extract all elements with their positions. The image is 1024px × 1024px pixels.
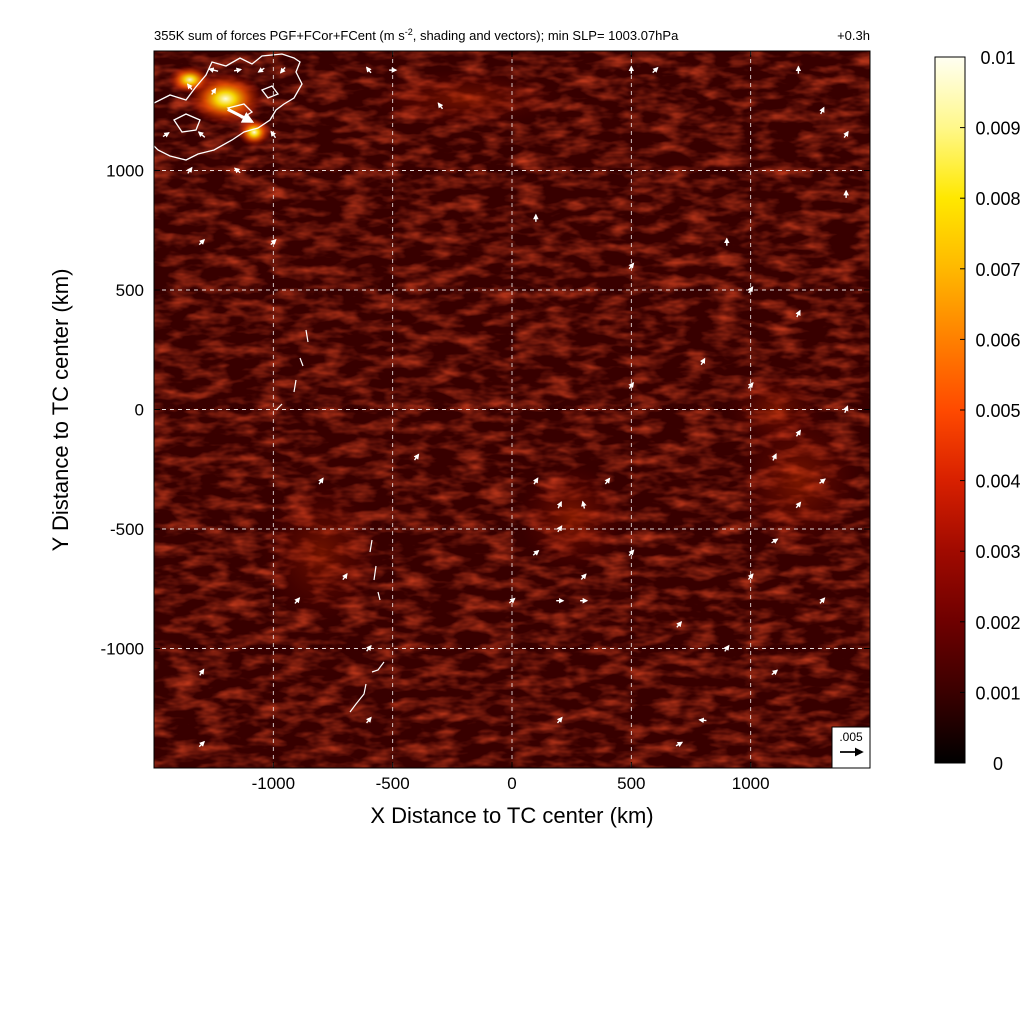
force-vector	[747, 286, 754, 294]
force-vector	[532, 477, 539, 485]
force-vector	[628, 381, 635, 389]
force-vector	[227, 108, 255, 124]
force-vector	[675, 741, 684, 748]
colorbar-tick-label: 0	[993, 754, 1003, 774]
x-tick-label: 0	[507, 774, 516, 793]
force-vector	[628, 262, 635, 270]
colorbar-tick-label: 0.01	[980, 48, 1015, 68]
force-vector	[270, 238, 277, 246]
force-vector	[700, 357, 706, 366]
force-vector	[233, 167, 241, 174]
force-vector	[233, 67, 243, 74]
y-axis-label: Y Distance to TC center (km)	[48, 269, 73, 552]
force-vector	[318, 477, 324, 485]
force-vector	[162, 132, 170, 138]
force-vector	[437, 102, 444, 110]
force-vector	[795, 309, 801, 318]
force-vector	[342, 573, 348, 581]
colorbar: 0 0.001 0.002 0.003 0.004 0.005 0.006 0.007 0.00…	[934, 48, 1021, 774]
force-vector	[366, 716, 372, 724]
force-vector	[186, 166, 193, 174]
x-tick-label: 1000	[732, 774, 770, 793]
plot-area	[154, 51, 870, 768]
force-vector	[556, 716, 563, 724]
y-tick-label: 500	[116, 281, 144, 300]
force-vector	[843, 130, 849, 138]
force-vector	[294, 597, 301, 604]
force-vector	[771, 538, 779, 544]
shading-hotspot	[368, 70, 560, 128]
force-vector	[556, 500, 562, 509]
force-vector	[819, 597, 826, 604]
colorbar-tick-label: 0.005	[975, 401, 1020, 421]
colorbar-tick-label: 0.009	[975, 119, 1020, 139]
force-vector	[197, 131, 206, 138]
force-vector	[198, 668, 205, 676]
force-vector	[698, 717, 707, 724]
force-vector	[198, 238, 206, 246]
x-tick-label: 500	[617, 774, 645, 793]
force-vector	[795, 501, 802, 509]
y-tick-label: 0	[135, 401, 144, 420]
reference-vector-legend: .005	[831, 726, 871, 769]
y-tick-label: -500	[110, 520, 144, 539]
force-vector	[843, 405, 849, 413]
x-axis-label: X Distance to TC center (km)	[370, 803, 653, 828]
x-tick-label: -500	[376, 774, 410, 793]
colorbar-tick-label: 0.002	[975, 613, 1020, 633]
force-vector	[279, 66, 286, 74]
force-vector	[208, 67, 219, 73]
force-vector	[676, 621, 683, 628]
shading-hotspot	[168, 65, 212, 94]
force-vector	[365, 66, 372, 74]
force-vector	[413, 453, 420, 461]
force-vector	[819, 478, 826, 485]
force-vector	[628, 549, 635, 557]
force-vector	[819, 106, 825, 115]
chart-title: 355K sum of forces PGF+FCor+FCent (m s-2…	[154, 27, 679, 43]
force-vector	[198, 740, 206, 748]
force-vector	[186, 83, 193, 91]
y-tick-label: 1000	[106, 162, 144, 181]
x-tick-label: -1000	[252, 774, 295, 793]
y-tick-label: -1000	[101, 640, 144, 659]
force-vector	[652, 66, 659, 74]
force-vector	[508, 597, 516, 604]
colorbar-tick-label: 0.004	[975, 472, 1020, 492]
shading-hotspot	[736, 409, 861, 553]
colorbar-tick-label: 0.001	[975, 683, 1020, 703]
colorbar-tick-label: 0.003	[975, 542, 1020, 562]
contour-specks	[275, 329, 385, 713]
force-vector	[556, 525, 563, 533]
force-vector	[771, 669, 779, 676]
force-vector	[747, 573, 754, 580]
force-vector	[270, 130, 277, 139]
shading-hotspot	[261, 481, 381, 625]
colorbar-tick-label: 0.007	[975, 260, 1020, 280]
force-vector	[366, 644, 372, 652]
colorbar-tick-label: 0.006	[975, 330, 1020, 350]
force-vector	[532, 549, 540, 556]
force-vector	[580, 573, 587, 580]
colorbar-tick-label: 0.008	[975, 189, 1020, 209]
force-vector	[723, 644, 730, 652]
shading-hotspot	[519, 464, 625, 570]
force-vector	[604, 477, 611, 485]
force-vector	[771, 453, 777, 461]
force-vector	[747, 382, 754, 389]
time-label: +0.3h	[837, 28, 870, 43]
force-vector	[581, 500, 587, 509]
reference-vector-label: .005	[839, 730, 863, 744]
force-vector	[795, 429, 801, 437]
force-vector	[210, 87, 217, 95]
force-vector	[257, 67, 265, 73]
